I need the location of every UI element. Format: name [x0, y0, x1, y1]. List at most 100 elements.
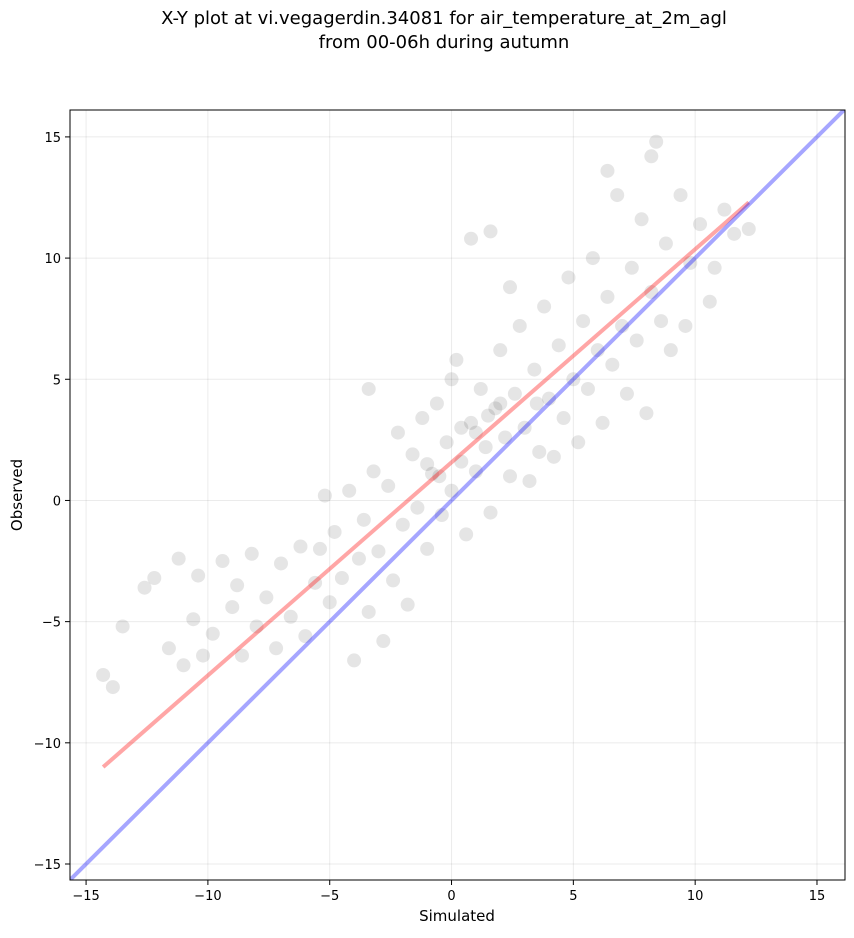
point: [420, 541, 435, 556]
point: [356, 512, 371, 527]
point: [259, 590, 274, 605]
point: [541, 391, 556, 406]
point: [493, 343, 508, 358]
y-tick-label: 5: [53, 373, 61, 388]
point: [639, 406, 654, 421]
point: [115, 619, 130, 634]
point: [454, 420, 469, 435]
point: [654, 314, 669, 329]
point: [468, 425, 483, 440]
point: [390, 425, 405, 440]
point: [298, 629, 313, 644]
x-tick-label: 0: [447, 889, 455, 904]
x-tick-label: 5: [569, 889, 577, 904]
y-tick-label: −15: [34, 858, 61, 873]
point: [702, 294, 717, 309]
point: [361, 604, 376, 619]
point: [576, 314, 591, 329]
point: [717, 202, 732, 217]
x-tick-label: 15: [809, 889, 826, 904]
point: [273, 556, 288, 571]
point: [376, 634, 391, 649]
point: [137, 580, 152, 595]
point: [308, 575, 323, 590]
point: [605, 357, 620, 372]
point: [585, 251, 600, 266]
point: [147, 571, 162, 586]
point: [105, 680, 120, 695]
point: [444, 372, 459, 387]
x-tick-label: −5: [320, 889, 339, 904]
point: [488, 401, 503, 416]
point: [481, 408, 496, 423]
point: [444, 483, 459, 498]
point: [171, 551, 186, 566]
point: [405, 447, 420, 462]
point: [386, 573, 401, 588]
point: [644, 285, 659, 300]
point: [507, 386, 522, 401]
point: [235, 648, 250, 663]
point: [610, 188, 625, 203]
point: [96, 667, 111, 682]
point: [566, 372, 581, 387]
point: [512, 318, 527, 333]
point: [334, 571, 349, 586]
point: [634, 212, 649, 227]
point: [741, 222, 756, 237]
point: [196, 648, 211, 663]
point: [683, 255, 698, 270]
point: [600, 163, 615, 178]
point: [434, 507, 449, 522]
point: [629, 333, 644, 348]
point: [503, 280, 518, 295]
point: [249, 619, 264, 634]
point: [317, 488, 332, 503]
point: [410, 500, 425, 515]
point: [439, 435, 454, 450]
point: [215, 554, 230, 569]
point: [464, 231, 479, 246]
x-tick-label: −10: [194, 889, 221, 904]
y-axis-label: Observed: [8, 459, 26, 531]
point: [644, 149, 659, 164]
point: [361, 381, 376, 396]
point: [464, 415, 479, 430]
point: [517, 420, 532, 435]
chart-title: from 00-06h during autumn: [319, 32, 570, 53]
point: [707, 260, 722, 275]
plot-frame: [69, 109, 846, 881]
point: [161, 641, 176, 656]
chart-title: X-Y plot at vi.vegagerdin.34081 for air_…: [161, 8, 727, 29]
point: [727, 226, 742, 241]
point: [269, 641, 284, 656]
point: [244, 546, 259, 561]
point: [546, 449, 561, 464]
point: [186, 612, 201, 627]
x-tick-label: 10: [687, 889, 704, 904]
point: [498, 430, 513, 445]
point: [454, 454, 469, 469]
point: [532, 444, 547, 459]
point: [293, 539, 308, 554]
point: [191, 568, 206, 583]
point: [580, 381, 595, 396]
point: [342, 483, 357, 498]
point: [371, 544, 386, 559]
point: [649, 134, 664, 149]
point: [556, 411, 571, 426]
point: [527, 362, 542, 377]
point: [429, 396, 444, 411]
point: [400, 597, 415, 612]
point: [449, 352, 464, 367]
point: [551, 338, 566, 353]
point: [351, 551, 366, 566]
y-tick-label: 15: [44, 131, 61, 146]
point: [366, 464, 381, 479]
point: [347, 653, 362, 668]
point: [590, 343, 605, 358]
point: [522, 474, 537, 489]
point: [619, 386, 634, 401]
point: [658, 236, 673, 251]
